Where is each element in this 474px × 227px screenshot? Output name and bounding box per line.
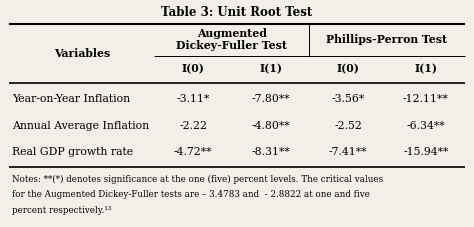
- Text: Table 3: Unit Root Test: Table 3: Unit Root Test: [161, 6, 313, 19]
- Text: Phillips-Perron Test: Phillips-Perron Test: [327, 34, 447, 45]
- Text: I(0): I(0): [337, 64, 360, 75]
- Text: -6.34**: -6.34**: [406, 121, 445, 131]
- Text: -3.11*: -3.11*: [176, 94, 210, 104]
- Text: Annual Average Inflation: Annual Average Inflation: [12, 121, 149, 131]
- Text: percent respectively.¹³: percent respectively.¹³: [12, 206, 111, 215]
- Text: -3.56*: -3.56*: [331, 94, 365, 104]
- Text: -4.80**: -4.80**: [251, 121, 290, 131]
- Text: -2.52: -2.52: [334, 121, 362, 131]
- Text: -15.94**: -15.94**: [403, 147, 448, 157]
- Text: Augmented
Dickey-Fuller Test: Augmented Dickey-Fuller Test: [176, 28, 287, 51]
- Text: -4.72**: -4.72**: [174, 147, 212, 157]
- Text: I(0): I(0): [182, 64, 204, 75]
- Text: I(1): I(1): [259, 64, 282, 75]
- Text: Year-on-Year Inflation: Year-on-Year Inflation: [12, 94, 130, 104]
- Text: Real GDP growth rate: Real GDP growth rate: [12, 147, 133, 157]
- Text: -7.41**: -7.41**: [329, 147, 367, 157]
- Text: -12.11**: -12.11**: [403, 94, 448, 104]
- Text: Notes: **(*) denotes significance at the one (five) percent levels. The critical: Notes: **(*) denotes significance at the…: [12, 175, 383, 184]
- Text: -7.80**: -7.80**: [251, 94, 290, 104]
- Text: -2.22: -2.22: [179, 121, 207, 131]
- Text: I(1): I(1): [414, 64, 437, 75]
- Text: for the Augmented Dickey-Fuller tests are – 3.4783 and  - 2.8822 at one and five: for the Augmented Dickey-Fuller tests ar…: [12, 190, 370, 199]
- Text: Variables: Variables: [54, 48, 110, 59]
- Text: -8.31**: -8.31**: [251, 147, 290, 157]
